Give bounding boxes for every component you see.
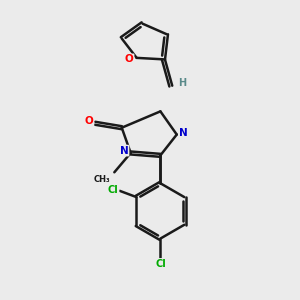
- Text: Cl: Cl: [155, 259, 166, 269]
- Text: O: O: [85, 116, 93, 126]
- Text: N: N: [179, 128, 188, 138]
- Text: H: H: [178, 78, 186, 88]
- Text: Cl: Cl: [108, 185, 119, 195]
- Text: N: N: [120, 146, 128, 156]
- Text: O: O: [125, 54, 134, 64]
- Text: CH₃: CH₃: [93, 175, 110, 184]
